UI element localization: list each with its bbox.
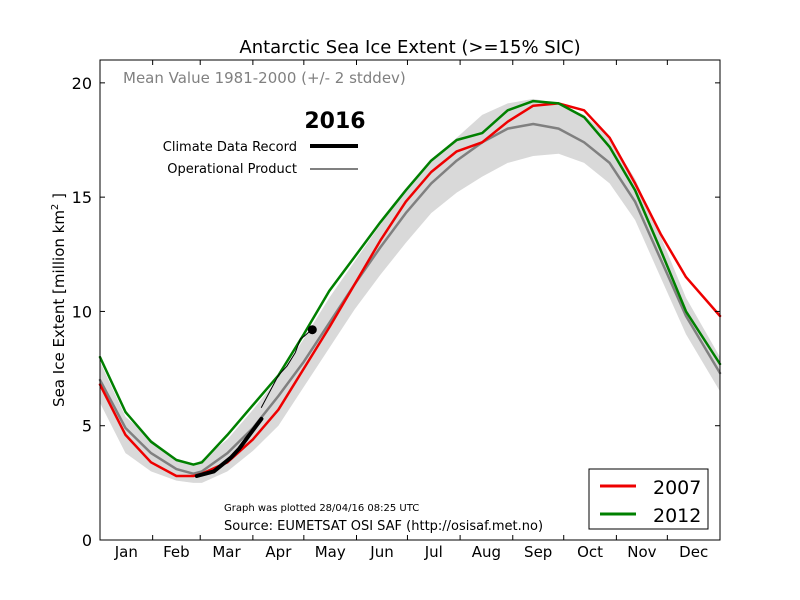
- series-2012-line: [98, 99, 722, 466]
- x-tick-label: Jul: [424, 543, 443, 561]
- y-tick-label: 0: [82, 531, 92, 550]
- climate-record-label: Climate Data Record: [163, 140, 297, 155]
- y-axis-label-end: ]: [50, 193, 68, 204]
- plot-frame: [99, 59, 721, 541]
- legend: 2007 2012: [588, 468, 709, 530]
- series-mean-line: [98, 122, 722, 475]
- x-tick-label: Aug: [472, 543, 501, 561]
- y-axis-label-superscript: 2: [50, 204, 61, 210]
- stddev-band: [100, 98, 720, 483]
- source-credit: Source: EUMETSAT OSI SAF (http://osisaf.…: [224, 519, 543, 534]
- legend-label-2012: 2012: [653, 505, 701, 527]
- legend-box: [588, 468, 709, 530]
- y-axis-label-main: Sea Ice Extent [million km: [50, 210, 68, 407]
- x-tick-label: Feb: [163, 543, 190, 561]
- operational-label: Operational Product: [167, 162, 297, 177]
- x-tick-label: Jun: [369, 543, 393, 561]
- x-tick-label: Jan: [114, 543, 138, 561]
- y-axis-label: Sea Ice Extent [million km2 ]: [50, 193, 68, 407]
- x-tick-label: Dec: [679, 543, 708, 561]
- x-tick-label: Nov: [627, 543, 656, 561]
- x-tick-label: Mar: [212, 543, 241, 561]
- y-axis: 0 5 10 15 20: [72, 74, 720, 550]
- legend-label-2007: 2007: [653, 477, 701, 499]
- x-tick-label: Apr: [265, 543, 292, 561]
- series-layer: [98, 99, 722, 478]
- y-tick-label: 5: [82, 417, 92, 436]
- stddev-band-layer: [100, 98, 720, 483]
- year-title: 2016: [304, 109, 365, 134]
- y-tick-label: 10: [72, 302, 92, 321]
- x-axis: Jan Feb Mar Apr May Jun Jul Aug Sep Oct Nov Dec: [114, 60, 708, 561]
- chart-title: Antarctic Sea Ice Extent (>=15% SIC): [239, 37, 580, 58]
- x-tick-label: Sep: [524, 543, 552, 561]
- latest-value-marker: [307, 325, 317, 335]
- plot-timestamp: Graph was plotted 28/04/16 08:25 UTC: [224, 503, 419, 514]
- series-2016-climate-record-line: [194, 416, 264, 478]
- series-2007-line: [98, 102, 722, 478]
- series-2016-operational-line: [260, 329, 313, 408]
- mean-value-label: Mean Value 1981-2000 (+/- 2 stddev): [123, 69, 406, 87]
- y-tick-label: 15: [72, 188, 92, 207]
- y-tick-label: 20: [72, 74, 92, 93]
- x-tick-label: Oct: [577, 543, 603, 561]
- x-tick-label: May: [315, 543, 346, 561]
